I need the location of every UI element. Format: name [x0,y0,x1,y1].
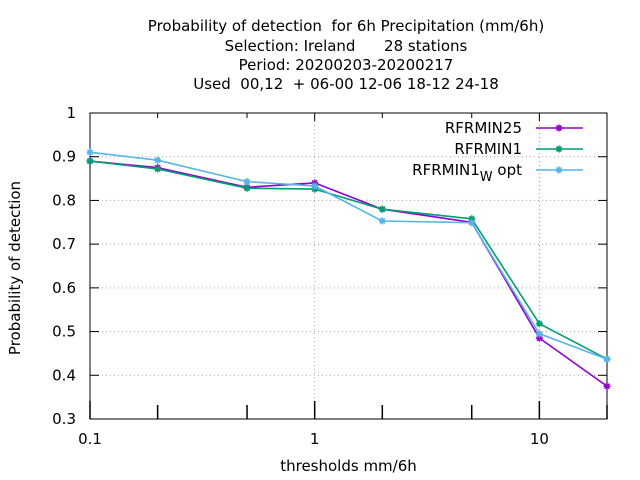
x-tick-label: 0.1 [78,430,102,448]
marker-dot [156,158,160,162]
legend-label-rfrmin1w-opt: RFRMIN1W opt [412,161,522,185]
y-tick-label: 0.4 [52,366,76,384]
data-point [154,165,162,173]
x-axis-tick-labels: 0.1 1 10 [78,430,549,448]
marker-dot [537,322,541,326]
y-tick-label: 1 [66,104,76,122]
y-tick-label: 0.9 [52,148,76,166]
y-tick-label: 0.5 [52,323,76,341]
legend-label-suffix: opt [493,161,522,179]
axis-ticks [89,112,608,420]
chart-title-line-3: Period: 20200203-20200217 [238,56,454,74]
marker-dot [557,147,561,151]
data-point [603,355,611,363]
plot-frame [89,112,608,420]
marker-dot [380,219,384,223]
series-2 [86,148,611,363]
marker-dot [605,357,609,361]
y-axis-tick-labels: 0.3 0.4 0.5 0.6 0.7 0.8 0.9 1 [52,104,76,428]
y-tick-label: 0.6 [52,279,76,297]
marker-dot [380,207,384,211]
chart-title-line-2: Selection: Ireland 28 stations [224,37,468,55]
series-line [89,160,608,387]
legend-label-rfrmin1: RFRMIN1 [454,140,522,158]
series-0 [86,157,611,390]
data-point [243,178,251,186]
marker-dot [156,167,160,171]
legend-marker-2 [555,166,563,174]
marker-dot [537,336,541,340]
series-group [86,148,611,390]
data-point [154,156,162,164]
series-line [89,160,608,360]
marker-dot [88,159,92,163]
chart-title-line-4: Used 00,12 + 06-00 12-06 18-12 24-18 [193,75,499,93]
chart-title-line-1: Probability of detection for 6h Precipit… [147,17,545,35]
y-axis-label: Probability of detection [6,181,24,355]
x-axis-label: thresholds mm/6h [280,457,417,475]
marker-dot [605,384,609,388]
data-point [535,330,543,338]
series-1 [86,157,611,363]
marker-dot [470,221,474,225]
x-tick-label: 10 [530,430,549,448]
data-point [468,219,476,227]
legend-marker-0 [555,124,563,132]
data-point [378,205,386,213]
legend: RFRMIN25 RFRMIN1 RFRMIN1W opt [412,119,583,185]
marker-dot [470,217,474,221]
data-point [378,217,386,225]
marker-dot [245,180,249,184]
x-tick-label: 1 [310,430,320,448]
legend-marker-1 [555,145,563,153]
y-tick-label: 0.7 [52,235,76,253]
series-line [89,151,608,360]
legend-label-rfrmin25: RFRMIN25 [445,119,522,137]
legend-label-subscript: W [480,170,493,185]
data-point [603,382,611,390]
marker-dot [88,150,92,154]
marker-dot [557,168,561,172]
marker-dot [313,184,317,188]
data-point [243,184,251,192]
grid [90,113,607,419]
marker-dot [557,126,561,130]
data-point [535,320,543,328]
marker-dot [245,186,249,190]
data-point [311,182,319,190]
y-tick-label: 0.8 [52,191,76,209]
legend-label-base: RFRMIN1 [412,161,480,179]
y-tick-label: 0.3 [52,410,76,428]
marker-dot [537,332,541,336]
data-point [86,148,94,156]
data-point [86,157,94,165]
